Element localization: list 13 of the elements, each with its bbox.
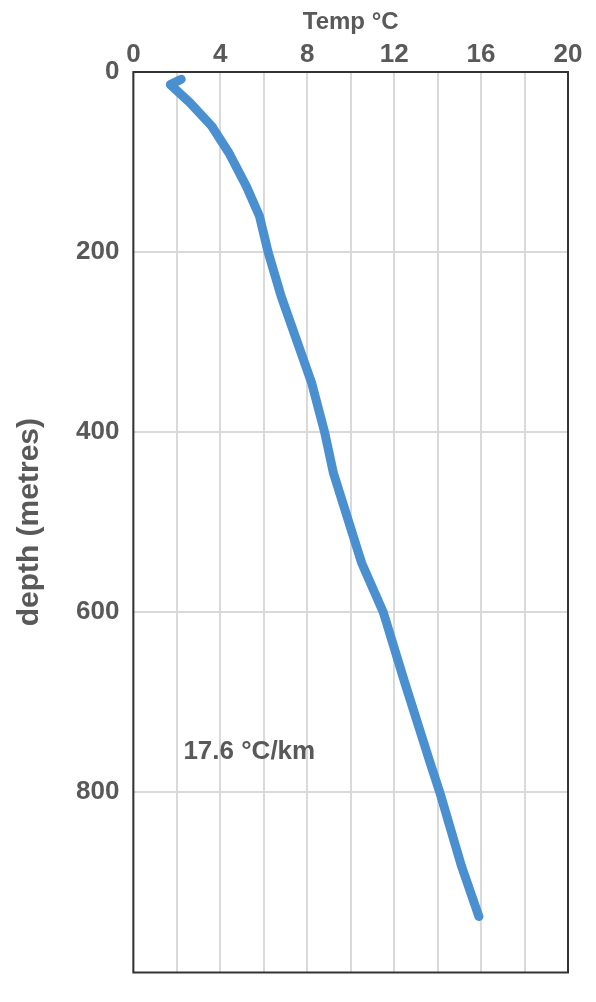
x-tick-label: 0 (126, 37, 141, 68)
x-axis-title: Temp °C (302, 7, 399, 35)
y-tick-label: 800 (75, 775, 120, 806)
annotation: 17.6 °C/km (183, 734, 316, 765)
x-tick-label: 12 (379, 37, 409, 68)
y-tick-label: 200 (75, 235, 120, 266)
y-tick-label: 600 (75, 595, 120, 626)
x-tick-label: 8 (299, 37, 315, 68)
y-tick-label: 400 (75, 415, 120, 446)
x-tick-label: 16 (466, 37, 496, 68)
y-axis-title: depth (metres) (11, 418, 45, 627)
x-tick-label: 4 (213, 37, 229, 68)
x-tick-label: 20 (553, 37, 583, 68)
